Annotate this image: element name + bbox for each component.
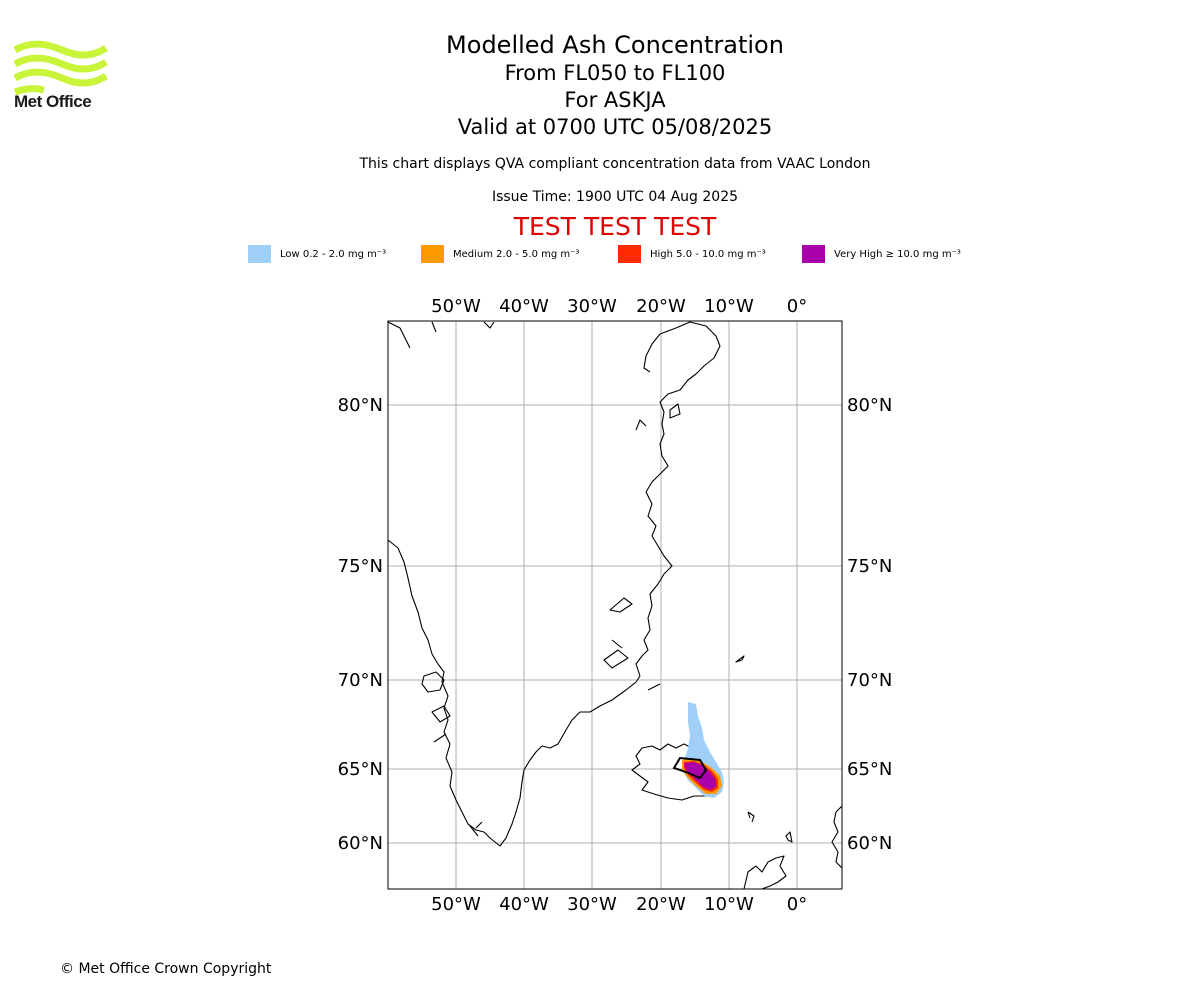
greenland-west-coast xyxy=(387,539,641,847)
lon-label-top-30w: 30°W xyxy=(567,296,617,317)
lat-label-right-70n: 70°N xyxy=(847,670,892,691)
source-region-polygon xyxy=(672,756,708,780)
shetland-coast xyxy=(785,831,793,843)
lon-label-top-20w: 20°W xyxy=(636,296,686,317)
lon-label-bottom-10w: 10°W xyxy=(704,894,754,915)
jan-mayen-coast xyxy=(735,655,745,663)
valid-time: Valid at 0700 UTC 05/08/2025 xyxy=(457,115,773,139)
greenland-east-fjords xyxy=(603,403,681,691)
chart-titles: Modelled Ash Concentration From FL050 to… xyxy=(0,30,1200,206)
lon-label-bottom-40w: 40°W xyxy=(499,894,549,915)
lat-label-left-70n: 70°N xyxy=(338,670,383,691)
legend-item-low: Low 0.2 - 2.0 mg m⁻³ xyxy=(248,244,386,264)
lon-label-top-50w: 50°W xyxy=(431,296,481,317)
scotland-coast xyxy=(743,855,787,890)
legend-label-medium: Medium 2.0 - 5.0 mg m⁻³ xyxy=(453,248,580,260)
issue-time: Issue Time: 1900 UTC 04 Aug 2025 xyxy=(491,189,739,205)
lat-label-left-65n: 65°N xyxy=(338,759,383,780)
legend-label-low: Low 0.2 - 2.0 mg m⁻³ xyxy=(280,248,387,260)
greenland-east-coast xyxy=(635,321,721,677)
lat-label-left-80n: 80°N xyxy=(338,395,383,416)
lat-label-right-60n: 60°N xyxy=(847,833,892,854)
ash-plume xyxy=(682,702,724,798)
greenland-north-coast xyxy=(387,321,495,349)
lon-label-bottom-30w: 30°W xyxy=(567,894,617,915)
logo-text: Met Office xyxy=(14,92,92,111)
test-banner: TEST TEST TEST xyxy=(513,212,717,241)
met-office-logo-icon xyxy=(14,40,108,96)
lon-label-bottom-0: 0° xyxy=(787,894,807,915)
lat-label-right-80n: 80°N xyxy=(847,395,892,416)
legend-swatch-very-high xyxy=(802,245,825,263)
map-gridlines xyxy=(388,321,842,889)
map-frame xyxy=(387,320,843,890)
legend-item-high: High 5.0 - 10.0 mg m⁻³ xyxy=(618,244,766,264)
lon-label-bottom-20w: 20°W xyxy=(636,894,686,915)
legend-item-very-high: Very High ≥ 10.0 mg m⁻³ xyxy=(802,244,961,264)
legend-label-very-high: Very High ≥ 10.0 mg m⁻³ xyxy=(834,248,961,260)
lon-label-bottom-50w: 50°W xyxy=(431,894,481,915)
lat-label-left-60n: 60°N xyxy=(338,833,383,854)
lat-label-right-75n: 75°N xyxy=(847,556,892,577)
legend-label-high: High 5.0 - 10.0 mg m⁻³ xyxy=(650,248,766,260)
greenland-west-fjords xyxy=(421,671,483,837)
lat-label-left-75n: 75°N xyxy=(338,556,383,577)
faroe-islands-coast xyxy=(747,811,755,823)
coastlines xyxy=(387,321,843,890)
lon-label-top-0: 0° xyxy=(787,296,807,317)
legend: Low 0.2 - 2.0 mg m⁻³ Medium 2.0 - 5.0 mg… xyxy=(0,244,1200,264)
volcano-name: For ASKJA xyxy=(564,88,666,112)
chart-title: Modelled Ash Concentration xyxy=(446,31,784,59)
lon-label-top-40w: 40°W xyxy=(499,296,549,317)
ash-very-high-concentration xyxy=(684,762,716,790)
flight-level-range: From FL050 to FL100 xyxy=(504,61,726,85)
legend-item-medium: Medium 2.0 - 5.0 mg m⁻³ xyxy=(421,244,579,264)
legend-swatch-low xyxy=(248,245,271,263)
legend-swatch-medium xyxy=(421,245,444,263)
norway-coast xyxy=(831,805,843,869)
legend-swatch-high xyxy=(618,245,641,263)
copyright-notice: © Met Office Crown Copyright xyxy=(60,961,272,977)
lat-label-right-65n: 65°N xyxy=(847,759,892,780)
chart-description: This chart displays QVA compliant concen… xyxy=(359,156,871,172)
lon-label-top-10w: 10°W xyxy=(704,296,754,317)
